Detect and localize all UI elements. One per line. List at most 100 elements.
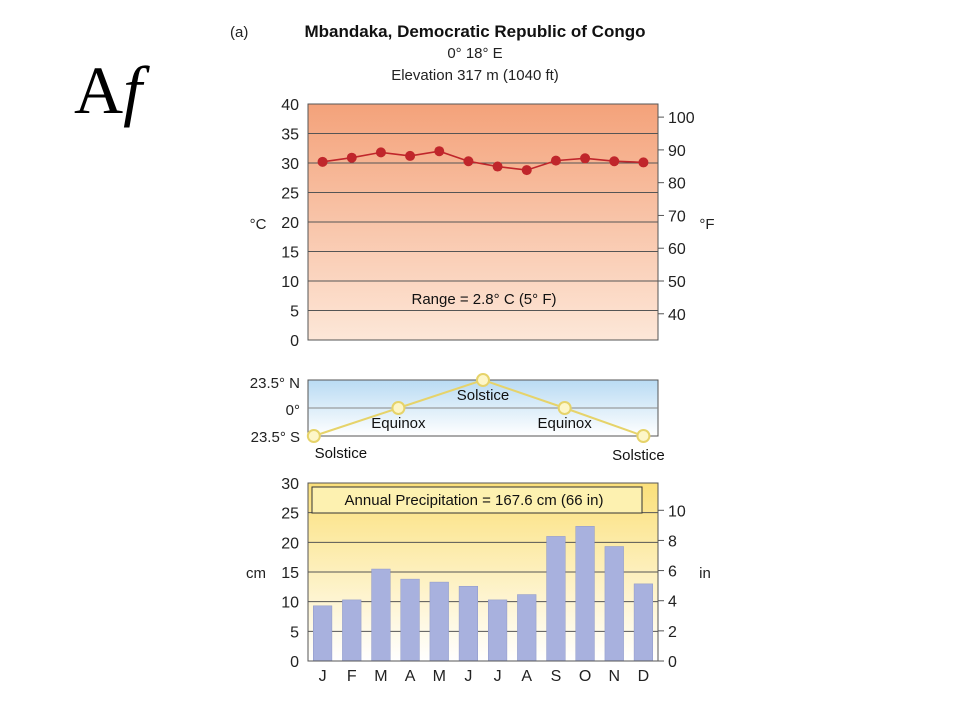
month-label: M xyxy=(374,668,387,685)
precipitation-bar xyxy=(575,526,595,662)
month-label: N xyxy=(608,668,620,685)
precipitation-inch-tick-label: 0 xyxy=(668,654,677,671)
precipitation-inch-ticks: 0 2 4 6 8 10 xyxy=(658,503,686,671)
temperature-celsius-ticks: 0 5 10 15 20 25 30 35 40 xyxy=(281,97,299,350)
temperature-point xyxy=(638,157,649,168)
precipitation-cm-tick-label: 5 xyxy=(290,624,299,641)
sun-path-label: Solstice xyxy=(612,447,665,464)
month-label: S xyxy=(551,668,562,685)
sun-path-label: Solstice xyxy=(457,387,510,404)
precipitation-right-axis-label: in xyxy=(699,565,711,582)
temperature-celsius-tick-label: 0 xyxy=(290,333,299,350)
temperature-point xyxy=(550,155,561,166)
month-label: J xyxy=(494,668,502,685)
sun-path-point xyxy=(557,401,572,415)
temperature-point xyxy=(521,165,532,176)
climate-type-main: A xyxy=(74,52,124,128)
temperature-fahrenheit-tick-label: 50 xyxy=(668,274,686,291)
sun-path-point xyxy=(391,401,406,415)
temperature-fahrenheit-tick-label: 40 xyxy=(668,307,686,324)
month-label: F xyxy=(347,668,357,685)
sun-label-north: 23.5° N xyxy=(250,375,300,392)
month-label: J xyxy=(319,668,327,685)
sun-panel: 23.5° N 0° 23.5° S SolsticeEquinoxSolsti… xyxy=(250,373,665,464)
temperature-panel: 0 5 10 15 20 25 30 35 40 40 50 60 70 80 90 100 Range =… xyxy=(250,97,715,350)
temperature-fahrenheit-tick-label: 60 xyxy=(668,241,686,258)
sun-path-label: Equinox xyxy=(538,415,593,432)
temperature-celsius-tick-label: 5 xyxy=(290,304,299,321)
sun-path-point xyxy=(636,429,651,443)
temperature-point xyxy=(434,146,445,157)
temperature-point xyxy=(580,153,591,164)
temperature-fahrenheit-tick-label: 100 xyxy=(668,110,695,127)
month-label: M xyxy=(433,668,446,685)
temperature-celsius-tick-label: 25 xyxy=(281,186,299,203)
precipitation-bar xyxy=(429,581,449,662)
precipitation-bar xyxy=(604,546,624,662)
temperature-celsius-tick-label: 35 xyxy=(281,127,299,144)
temperature-grid xyxy=(308,133,658,311)
temperature-frame xyxy=(307,103,659,341)
month-label: D xyxy=(638,668,650,685)
temperature-point xyxy=(346,152,357,163)
temperature-fahrenheit-tick-label: 90 xyxy=(668,143,686,160)
climate-type-label: Af xyxy=(74,56,142,124)
temperature-point xyxy=(405,150,416,161)
chart-title: Mbandaka, Democratic Republic of Congo xyxy=(305,22,646,41)
temperature-fahrenheit-tick-label: 80 xyxy=(668,176,686,193)
panel-tag: (a) xyxy=(230,24,248,41)
temperature-point xyxy=(375,147,386,158)
sun-path-point xyxy=(306,429,321,443)
month-label: O xyxy=(579,668,591,685)
temperature-range-annotation: Range = 2.8° C (5° F) xyxy=(412,291,557,308)
temperature-celsius-tick-label: 40 xyxy=(281,97,299,114)
precipitation-bar xyxy=(458,585,479,662)
precipitation-inch-tick-label: 4 xyxy=(668,594,677,611)
precipitation-bar xyxy=(517,594,537,662)
precipitation-cm-tick-label: 20 xyxy=(281,535,299,552)
temperature-point xyxy=(609,156,620,167)
precipitation-bar xyxy=(633,583,653,662)
precipitation-bar xyxy=(488,599,508,662)
temperature-fahrenheit-tick-label: 70 xyxy=(668,208,686,225)
precipitation-bar xyxy=(546,536,566,662)
precipitation-inch-tick-label: 6 xyxy=(668,564,677,581)
temperature-fahrenheit-ticks: 40 50 60 70 80 90 100 xyxy=(658,110,695,324)
temperature-celsius-tick-label: 30 xyxy=(281,156,299,173)
temperature-point xyxy=(317,156,328,167)
sun-path-label: Equinox xyxy=(371,415,426,432)
temperature-left-axis-label: °C xyxy=(250,216,267,233)
precipitation-left-axis-label: cm xyxy=(246,565,266,582)
precipitation-cm-tick-label: 25 xyxy=(281,506,299,523)
temperature-points xyxy=(317,146,649,176)
climate-type-sub: f xyxy=(123,52,143,128)
precipitation-bar xyxy=(400,578,420,662)
month-label: A xyxy=(521,668,532,685)
precipitation-cm-ticks: 0 5 10 15 20 25 30 xyxy=(281,476,299,671)
precipitation-cm-tick-label: 15 xyxy=(281,565,299,582)
precipitation-frame xyxy=(307,482,659,662)
precipitation-bar xyxy=(371,568,391,662)
temperature-celsius-tick-label: 15 xyxy=(281,245,299,262)
temperature-celsius-tick-label: 10 xyxy=(281,274,299,291)
temperature-point xyxy=(492,161,503,172)
precipitation-total-annotation: Annual Precipitation = 167.6 cm (66 in) xyxy=(345,492,604,509)
precipitation-cm-tick-label: 0 xyxy=(290,654,299,671)
precipitation-cm-tick-label: 30 xyxy=(281,476,299,493)
precipitation-inch-tick-label: 10 xyxy=(668,503,686,520)
sun-path-point xyxy=(476,373,490,387)
sun-label-south: 23.5° S xyxy=(251,429,300,446)
month-label: J xyxy=(464,668,472,685)
temperature-point xyxy=(463,156,474,167)
precipitation-bars xyxy=(313,526,653,662)
precipitation-inch-tick-label: 8 xyxy=(668,533,677,550)
chart-elevation: Elevation 317 m (1040 ft) xyxy=(391,67,559,84)
month-label: A xyxy=(405,668,416,685)
precipitation-annotation-box xyxy=(311,486,643,514)
precipitation-bar xyxy=(313,605,333,662)
precipitation-bar xyxy=(342,599,362,662)
